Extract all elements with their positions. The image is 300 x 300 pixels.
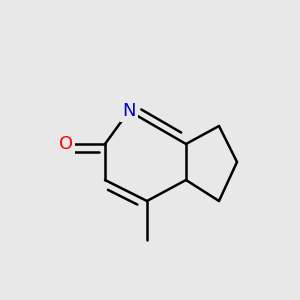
Text: O: O (59, 135, 73, 153)
Text: N: N (122, 102, 136, 120)
